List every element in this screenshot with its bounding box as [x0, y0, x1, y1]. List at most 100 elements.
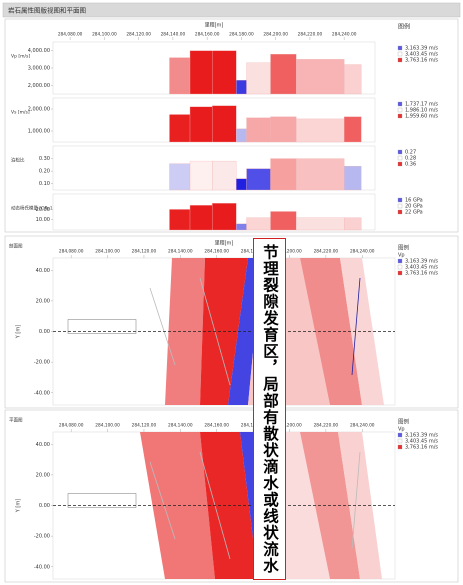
rock-band: [340, 258, 384, 405]
x-tick-label: 284,160.00: [204, 249, 229, 255]
bar: [296, 158, 345, 191]
bar: [236, 79, 247, 95]
legend-label: 3,763.16 m/s: [405, 58, 438, 64]
legend-label: 3,763.16 m/s: [405, 271, 438, 277]
x-tick-label: 284,200.00: [277, 249, 302, 255]
x-tick-label: 284,120.00: [132, 249, 157, 255]
legend-swatch: [397, 57, 403, 63]
legend-title: 图例: [398, 418, 410, 426]
joint-trace: [149, 287, 176, 366]
y-axis-label: Vp [m/s]: [11, 54, 30, 60]
y-tick-label: 1,000.00: [28, 129, 50, 135]
legend-swatch: [397, 161, 403, 167]
legend-label: 3,163.39 m/s: [405, 433, 438, 439]
legend-swatch: [397, 264, 403, 270]
bar: [212, 203, 237, 231]
x-tick-label: 284,240.00: [332, 32, 357, 38]
x-tick-label: 284,080.00: [59, 249, 84, 255]
y-tick-label: 40.00: [36, 268, 50, 274]
bar: [212, 160, 237, 191]
bar: [296, 59, 345, 95]
annotation: 节理裂隙发育区，局部有散状滴水或线状流水: [253, 238, 286, 580]
bar: [189, 205, 213, 231]
y-tick-label: 4,000.00: [28, 48, 50, 54]
legend-swatch: [397, 432, 403, 438]
bar: [189, 160, 213, 191]
legend-swatch: [397, 438, 403, 444]
legend-label: 3,763.16 m/s: [405, 445, 438, 451]
legend-label: 3,403.45 m/s: [405, 439, 438, 445]
y-axis-label: Y [m]: [16, 499, 22, 513]
y-tick-label: 2,000.00: [28, 83, 50, 89]
legend-swatch: [397, 107, 403, 113]
y-tick-label: -40.00: [34, 390, 50, 396]
x-tick-label: 284,160.00: [204, 423, 229, 429]
bar: [169, 57, 191, 95]
bar: [212, 50, 237, 95]
window-title: 岩石属性图版视图和平面图: [8, 6, 86, 15]
bar: [236, 223, 247, 231]
x-tick-label: 284,120.00: [132, 423, 157, 429]
y-tick-label: 0.00: [39, 503, 50, 509]
legend-swatch: [397, 444, 403, 450]
x-tick-label: 284,160.00: [195, 32, 220, 38]
bar: [246, 217, 271, 231]
legend-label: 3,163.39 m/s: [405, 46, 438, 52]
section-box: [67, 493, 137, 508]
bar: [212, 105, 237, 143]
legend-field: Vp: [398, 253, 405, 259]
joint-trace: [351, 277, 361, 376]
bar: [189, 50, 213, 95]
bar: [344, 217, 362, 231]
bar: [236, 128, 247, 143]
y-tick-label: 20.00: [36, 207, 50, 213]
legend-swatch: [397, 155, 403, 161]
legend-swatch: [397, 197, 403, 203]
legend-swatch: [397, 101, 403, 107]
joint-trace: [149, 461, 176, 540]
bar: [270, 158, 297, 191]
legend-label: 3,163.39 m/s: [405, 259, 438, 265]
bar: [246, 168, 271, 191]
x-tick-label: 284,100.00: [95, 423, 120, 429]
x-tick-label: 284,080.00: [58, 32, 83, 38]
bar: [344, 165, 362, 191]
profile-panel: [4, 18, 459, 233]
bar: [270, 53, 297, 95]
legend-swatch: [397, 203, 403, 209]
y-tick-label: 40.00: [36, 442, 50, 448]
legend-swatch: [397, 258, 403, 264]
x-tick-label: 284,220.00: [314, 249, 339, 255]
legend-title: 图例: [398, 244, 410, 252]
plan-panel: [4, 235, 459, 409]
x-tick-label: 284,100.00: [92, 32, 117, 38]
bar: [169, 163, 191, 191]
legend-swatch: [397, 113, 403, 119]
y-tick-label: 0.30: [39, 156, 50, 162]
y-tick-label: -40.00: [34, 564, 50, 570]
legend-field: Vp: [398, 427, 405, 433]
bar: [296, 118, 345, 143]
x-axis-label: 里程[m]: [215, 240, 234, 247]
legend-label: 1,986.10 m/s: [405, 108, 438, 114]
legend-swatch: [397, 270, 403, 276]
x-tick-label: 284,200.00: [263, 32, 288, 38]
y-tick-label: 0.20: [39, 169, 50, 175]
bar: [344, 116, 362, 143]
bar: [270, 116, 297, 143]
bar: [189, 106, 213, 143]
x-tick-label: 284,100.00: [95, 249, 120, 255]
x-tick-label: 284,140.00: [168, 423, 193, 429]
bar: [296, 217, 345, 231]
legend-label: 1,959.60 m/s: [405, 114, 438, 120]
rock-band: [140, 432, 215, 579]
legend-label: 0.28: [405, 156, 416, 162]
x-tick-label: 284,220.00: [298, 32, 323, 38]
legend-label: 0.27: [405, 150, 416, 156]
y-tick-label: 0.00: [39, 329, 50, 335]
bar: [344, 64, 362, 95]
legend-swatch: [397, 45, 403, 51]
legend-label: 3,403.45 m/s: [405, 265, 438, 271]
